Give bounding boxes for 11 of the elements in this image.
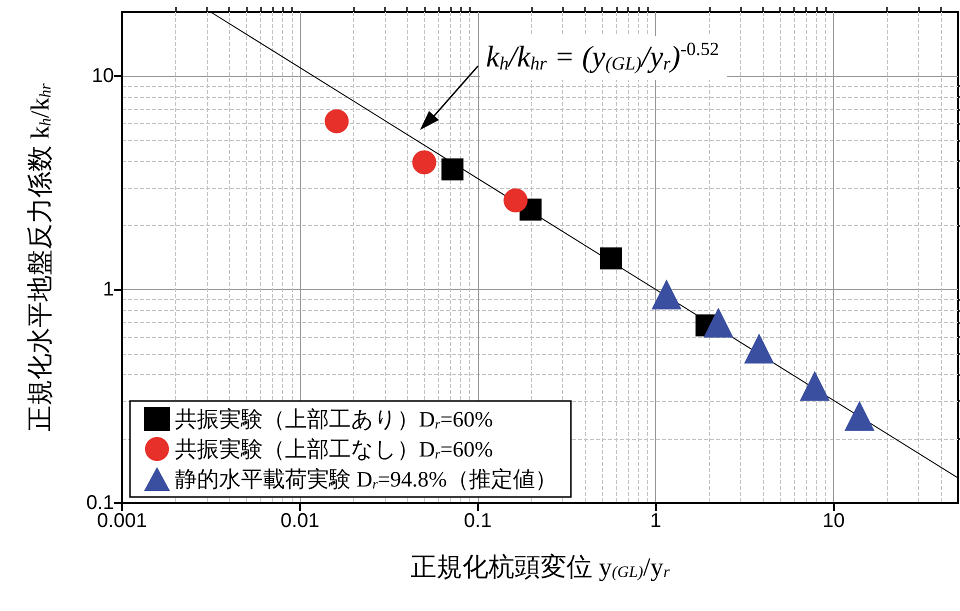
x-tick-label: 1 [650,510,662,532]
x-tick-label: 0.1 [464,510,492,532]
y-tick-label: 1 [102,278,114,301]
x-axis-title: 正規化杭頭変位 y(GL)/yr [410,552,670,582]
legend-label: 共振実験（上部工なし）Dr=60% [175,436,493,462]
x-tick-label: 10 [822,510,845,532]
legend-label: 静的水平載荷実験 Dr=94.8%（推定値） [175,466,557,492]
y-tick-label: 10 [92,65,114,88]
legend-label: 共振実験（上部工あり）Dr=60% [175,406,493,432]
x-tick-label: 0.01 [280,510,320,532]
y-axis-title: 正規化水平地盤反力係数 kh/khr [26,82,55,432]
